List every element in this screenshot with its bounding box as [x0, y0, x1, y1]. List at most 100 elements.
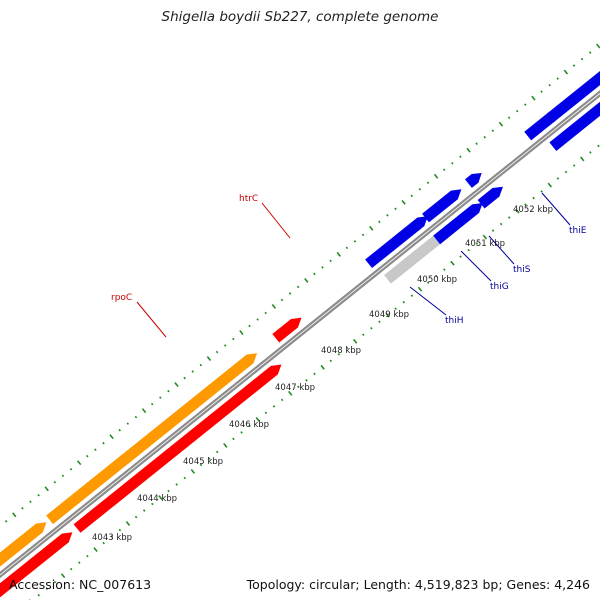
outer-ring-tick	[466, 147, 471, 153]
outer-ring-tick	[483, 135, 487, 139]
orange-gene-arrow-rpoC	[46, 353, 258, 525]
outer-ring-tick	[515, 109, 519, 113]
backbone-line-lower	[0, 93, 600, 579]
inner-ring-tick	[547, 182, 552, 188]
outer-ring-tick	[44, 486, 49, 492]
inner-ring-tick	[580, 156, 585, 162]
inner-ring-tick	[102, 541, 105, 545]
outer-ring-tick	[345, 246, 349, 250]
inner-ring-tick	[459, 255, 462, 258]
outer-ring-tick	[150, 402, 154, 406]
outer-ring-tick	[280, 298, 284, 302]
map-title: Shigella boydii Sb227, complete genome	[161, 9, 439, 25]
scale-label-4046: 4046 kbp	[229, 420, 269, 430]
outer-ring-tick	[304, 277, 309, 283]
inner-ring-tick	[475, 242, 479, 245]
red-gene-arrow-htrC	[272, 317, 302, 343]
outer-ring-tick	[296, 285, 300, 289]
outer-ring-tick	[540, 90, 543, 93]
outer-ring-tick	[69, 467, 73, 471]
leader-line-thiE	[541, 192, 571, 226]
outer-ring-tick	[572, 64, 576, 67]
outer-ring-tick	[580, 57, 584, 61]
inner-ring-tick	[45, 587, 49, 590]
inner-ring-tick	[394, 307, 397, 310]
outer-ring-tick	[361, 233, 365, 237]
outer-ring-tick	[4, 520, 8, 523]
outer-ring-tick	[588, 51, 592, 54]
outer-ring-tick	[94, 448, 97, 451]
inner-ring-tick	[320, 364, 325, 370]
inner-ring-tick	[507, 216, 511, 219]
inner-ring-tick	[288, 390, 293, 396]
outer-ring-tick	[507, 116, 511, 119]
outer-ring-tick	[313, 272, 316, 276]
orange-gene-arrow-lower	[0, 522, 47, 567]
scale-label-4044: 4044 kbp	[137, 494, 177, 504]
inner-ring-tick	[255, 416, 260, 422]
outer-ring-tick	[353, 240, 357, 243]
outer-ring-tick	[531, 95, 536, 101]
inner-ring-tick	[53, 580, 57, 584]
outer-ring-tick	[491, 129, 495, 132]
inner-ring-tick	[78, 561, 81, 564]
inner-ring-tick	[434, 274, 438, 278]
scale-label-4049: 4049 kbp	[369, 310, 409, 320]
outer-ring-tick	[61, 474, 65, 478]
outer-ring-tick	[232, 337, 235, 341]
inner-ring-tick	[426, 281, 430, 284]
inner-ring-tick	[540, 190, 543, 193]
outer-ring-tick	[29, 500, 32, 504]
inner-ring-tick	[134, 515, 138, 519]
inner-ring-tick	[515, 208, 520, 214]
gray-gene-arrow-thiH	[384, 228, 451, 284]
leader-line-htrC	[261, 202, 291, 239]
blue-gene-arrow-far-outer	[546, 70, 600, 123]
outer-ring-tick	[159, 396, 162, 399]
leader-line-thiH	[409, 286, 447, 316]
outer-ring-tick	[524, 103, 527, 106]
outer-ring-tick	[386, 214, 389, 217]
outer-ring-tick	[459, 155, 462, 159]
outer-ring-tick	[548, 83, 551, 87]
inner-ring-tick	[370, 326, 373, 330]
inner-ring-tick	[345, 346, 349, 350]
blue-gene-arrow-thiS	[477, 186, 503, 209]
leader-line-thiS	[488, 235, 515, 265]
outer-ring-tick	[76, 460, 82, 466]
inner-ring-tick	[280, 398, 284, 402]
outer-ring-tick	[368, 225, 374, 231]
scale-label-4045: 4045 kbp	[183, 457, 223, 467]
outer-ring-tick	[53, 480, 57, 484]
inner-ring-tick	[223, 442, 228, 448]
leader-line-rpoC	[136, 301, 167, 338]
blue-gene-arrow-thiG	[433, 202, 483, 245]
inner-ring-tick	[240, 431, 243, 434]
blue-gene-arrow-far-inner	[549, 101, 600, 151]
inner-ring-tick	[167, 489, 170, 493]
inner-ring-tick	[190, 469, 196, 474]
inner-ring-tick	[402, 300, 406, 304]
outer-ring-tick	[102, 441, 105, 445]
outer-ring-tick	[271, 304, 277, 309]
inner-ring-tick	[175, 483, 178, 486]
outer-ring-tick	[183, 376, 186, 380]
outer-ring-tick	[21, 507, 24, 510]
inner-ring-tick	[69, 567, 73, 571]
inner-ring-tick	[556, 177, 560, 180]
gene-label-thiS: thiS	[513, 265, 531, 275]
gene-label-thiG: thiG	[490, 282, 509, 292]
genome-summary-text: Topology: circular; Length: 4,519,823 bp…	[246, 577, 590, 592]
inner-ring-tick	[313, 372, 316, 376]
inner-ring-tick	[482, 234, 488, 240]
red-gene-arrow-lower	[0, 532, 73, 598]
scale-label-4051: 4051 kbp	[465, 239, 505, 249]
outer-ring-tick	[288, 292, 292, 295]
backbone-line-upper	[0, 90, 600, 575]
outer-ring-tick	[596, 43, 600, 49]
inner-ring-tick	[337, 353, 341, 356]
inner-ring-tick	[491, 229, 495, 232]
inner-ring-tick	[524, 203, 527, 206]
blue-gene-arrow-4049	[365, 216, 428, 269]
